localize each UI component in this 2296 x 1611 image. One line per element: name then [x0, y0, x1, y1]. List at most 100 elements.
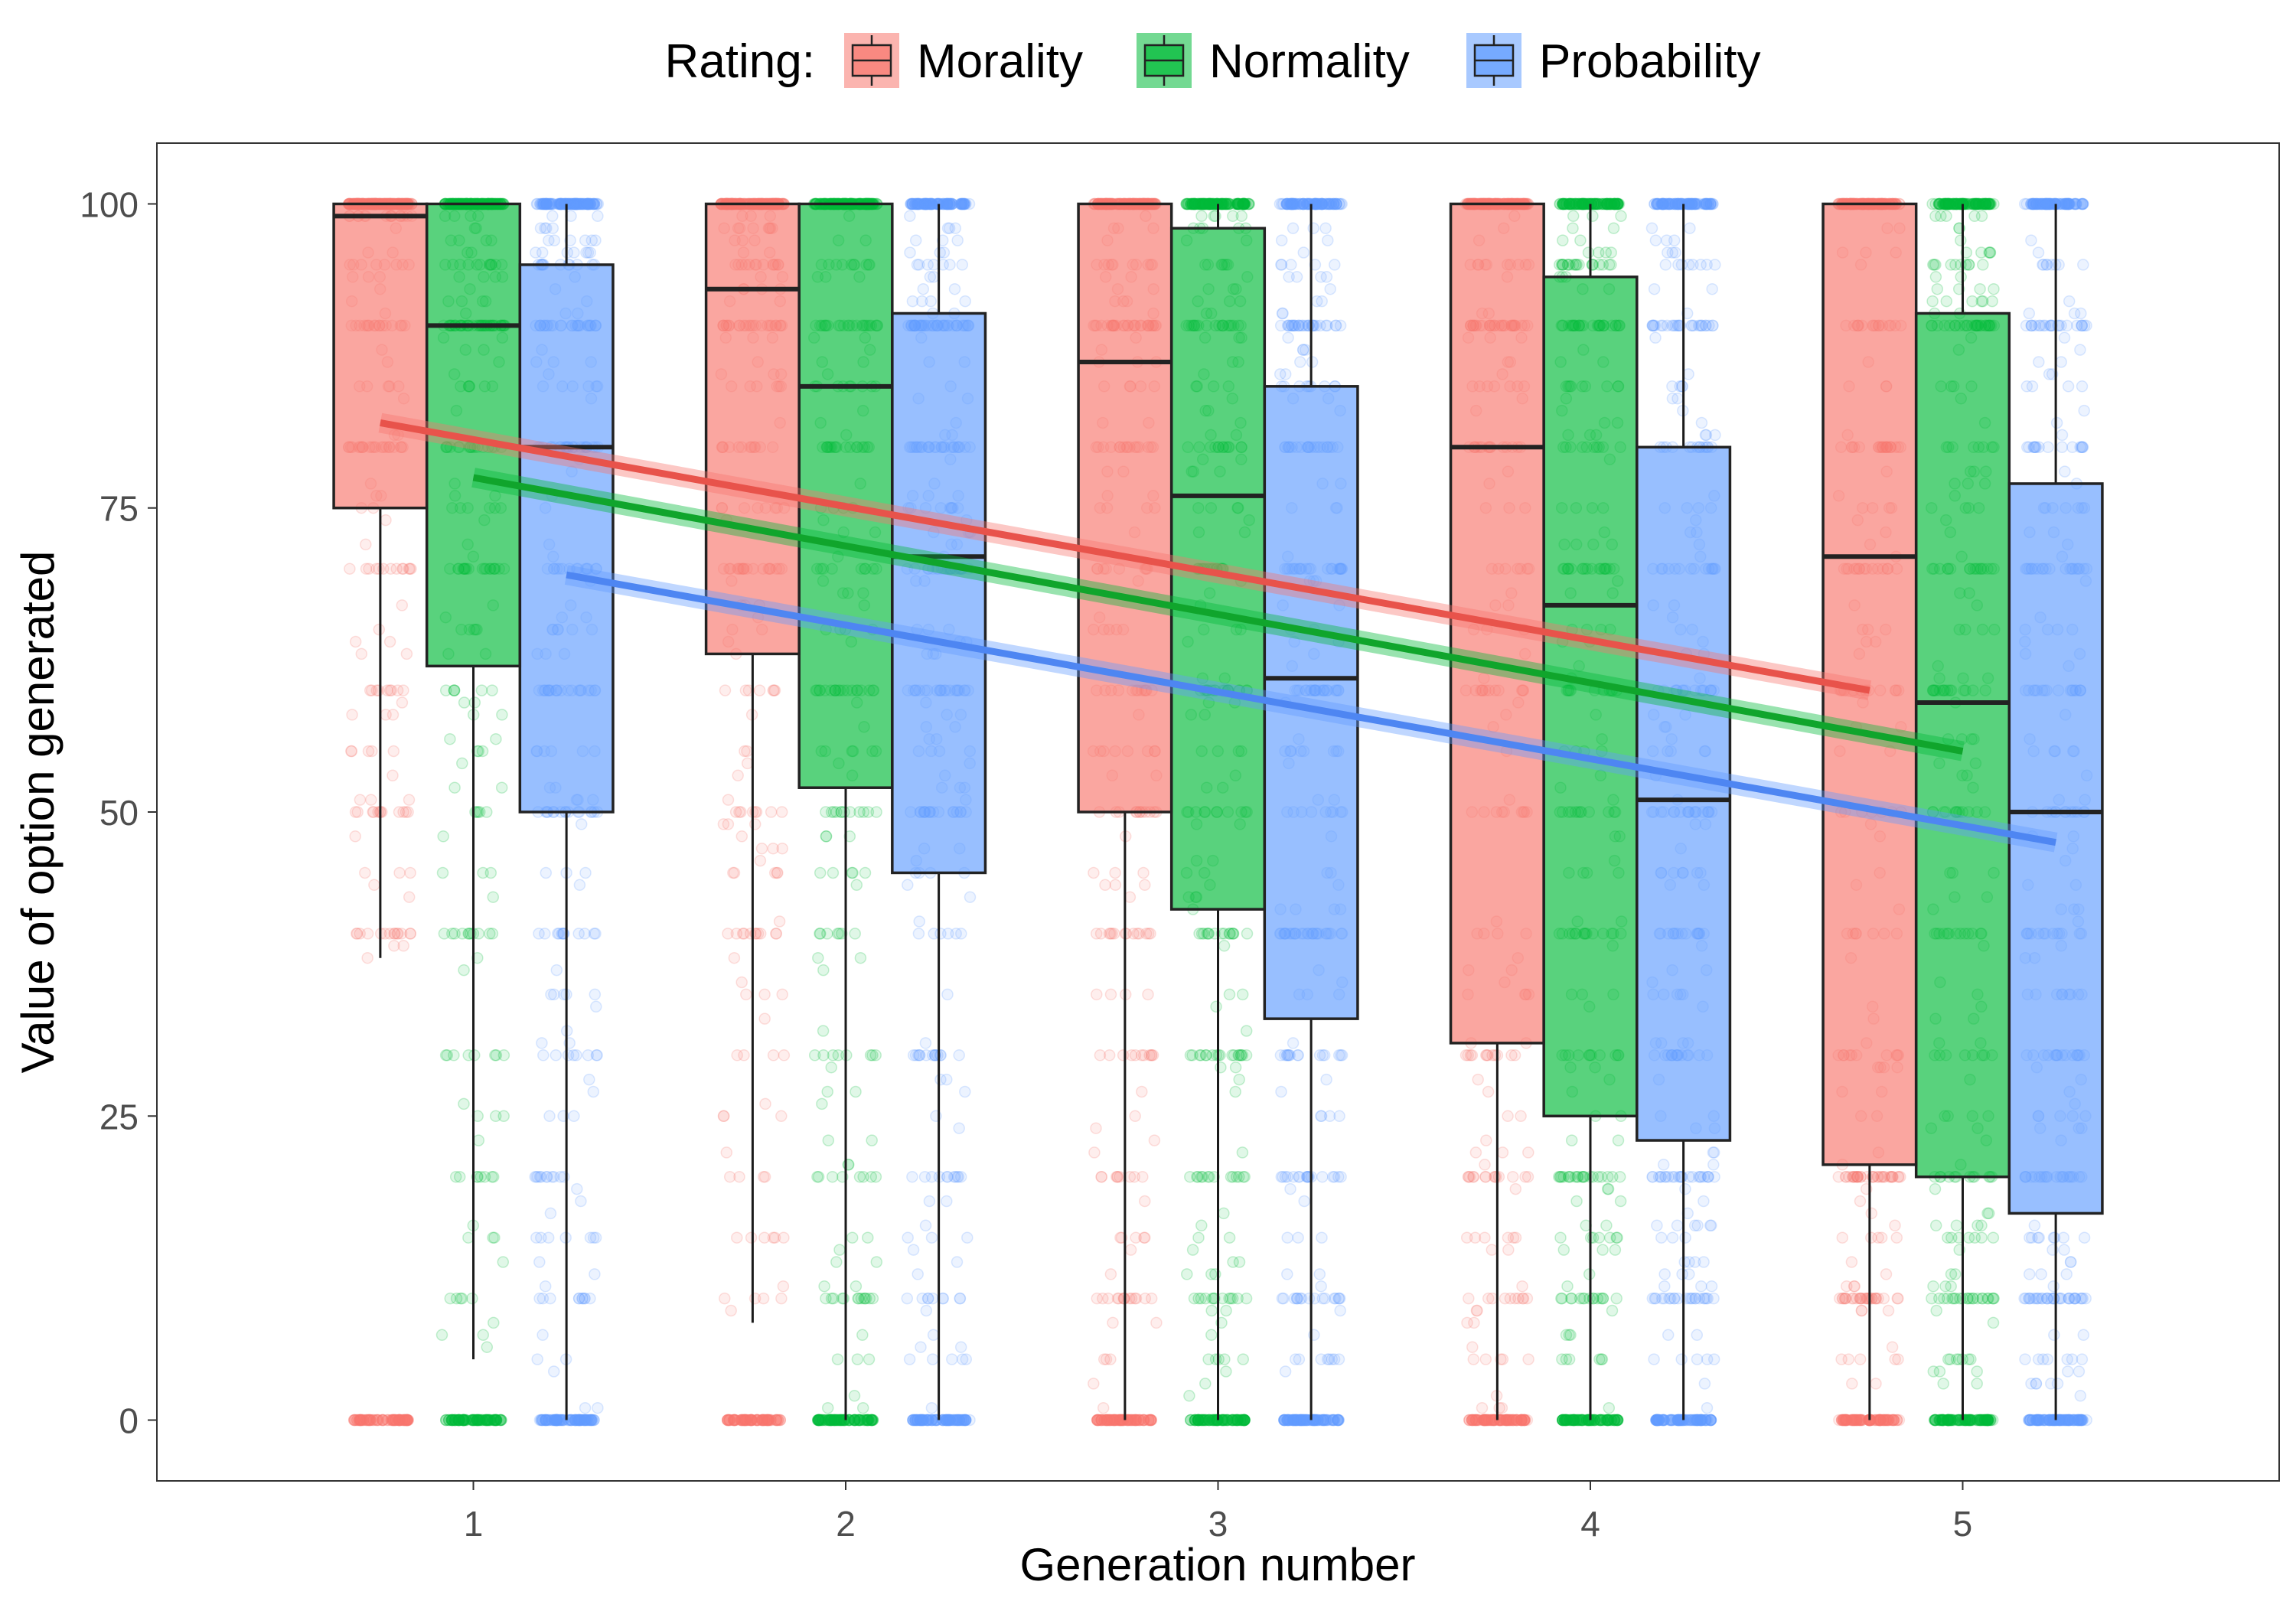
data-point: [1131, 1293, 1142, 1304]
data-point: [1206, 1306, 1217, 1316]
data-point: [908, 1244, 919, 1255]
data-point: [777, 843, 788, 854]
data-point: [907, 1172, 918, 1182]
data-point: [1846, 1257, 1857, 1267]
data-point: [1117, 1415, 1128, 1426]
data-point: [746, 1232, 757, 1243]
data-point: [549, 989, 559, 1000]
data-point: [1187, 199, 1198, 210]
data-point: [1137, 1172, 1148, 1182]
data-point: [771, 868, 782, 879]
data-point: [847, 868, 858, 879]
data-point: [1238, 1354, 1248, 1365]
data-point: [720, 685, 731, 696]
data-point: [920, 1038, 931, 1048]
data-point: [404, 794, 415, 805]
data-point: [778, 1281, 788, 1292]
data-point: [1978, 259, 1988, 270]
data-point: [572, 1184, 582, 1195]
data-point: [584, 1075, 595, 1085]
data-point: [491, 734, 501, 745]
legend-label-morality: Morality: [917, 35, 1083, 88]
data-point: [1298, 247, 1309, 258]
data-point: [1184, 1391, 1195, 1401]
data-point: [814, 1172, 824, 1182]
data-point: [928, 1354, 938, 1365]
data-point: [1516, 1415, 1527, 1426]
data-point: [373, 563, 384, 574]
data-point: [1508, 1232, 1519, 1243]
data-point: [352, 807, 363, 817]
data-point: [1182, 1269, 1192, 1280]
data-point: [1613, 1135, 1624, 1146]
data-point: [497, 782, 507, 793]
data-point: [1607, 1306, 1618, 1316]
data-point: [818, 1026, 829, 1036]
data-point: [1575, 235, 1586, 246]
data-point: [1976, 296, 1987, 307]
data-point: [902, 1232, 913, 1243]
data-point: [942, 1172, 953, 1182]
data-point: [928, 1329, 939, 1340]
data-point: [1603, 1184, 1614, 1195]
data-point: [1126, 1244, 1137, 1255]
data-point: [1124, 892, 1135, 902]
data-point: [591, 1050, 602, 1061]
legend-item-morality: Morality: [844, 33, 1083, 88]
data-point: [1982, 1208, 1993, 1218]
data-point: [1950, 1269, 1961, 1280]
data-point: [776, 1110, 787, 1121]
data-point: [1517, 1281, 1528, 1292]
data-point: [1611, 1293, 1622, 1304]
data-point: [1149, 1135, 1159, 1146]
legend-label-normality: Normality: [1209, 35, 1410, 88]
data-point: [373, 625, 384, 635]
data-point: [540, 1281, 551, 1292]
data-point: [902, 1293, 912, 1304]
data-point: [853, 1293, 863, 1304]
data-point: [1325, 284, 1336, 295]
data-point: [545, 1293, 556, 1304]
data-point: [1932, 284, 1942, 295]
data-point: [956, 1342, 967, 1352]
data-point: [451, 1172, 461, 1182]
data-point: [1873, 1293, 1883, 1304]
data-point: [871, 1257, 882, 1267]
data-point: [380, 709, 391, 720]
data-point: [537, 1329, 548, 1340]
data-point: [1299, 1196, 1309, 1207]
data-point: [734, 807, 745, 817]
data-point: [768, 685, 779, 696]
data-point: [826, 1062, 837, 1073]
data-point: [921, 1220, 931, 1231]
data-point: [941, 1075, 952, 1085]
data-point: [400, 1415, 411, 1426]
data-point: [589, 1232, 599, 1243]
data-point: [463, 928, 474, 939]
data-point: [757, 843, 768, 854]
data-point: [1883, 1306, 1894, 1316]
data-point: [1104, 1050, 1115, 1061]
data-point: [1285, 1184, 1296, 1195]
data-point: [1221, 1306, 1231, 1316]
data-point: [1202, 1172, 1213, 1182]
data-point: [438, 831, 448, 842]
data-point: [850, 1281, 861, 1292]
data-point: [1616, 1196, 1626, 1207]
data-point: [1096, 1172, 1107, 1182]
data-point: [952, 235, 963, 246]
data-point: [447, 928, 458, 939]
data-point: [858, 1403, 869, 1414]
data-point: [387, 770, 398, 781]
data-point: [1097, 1293, 1108, 1304]
data-point: [497, 709, 507, 720]
data-point: [723, 794, 734, 805]
data-point: [1971, 1378, 1982, 1389]
data-point: [1239, 1415, 1250, 1426]
data-point: [960, 1087, 970, 1097]
data-point: [1207, 1415, 1218, 1426]
data-point: [1277, 1293, 1287, 1304]
data-point: [721, 1147, 732, 1158]
data-point: [476, 685, 487, 696]
data-point: [828, 1293, 839, 1304]
